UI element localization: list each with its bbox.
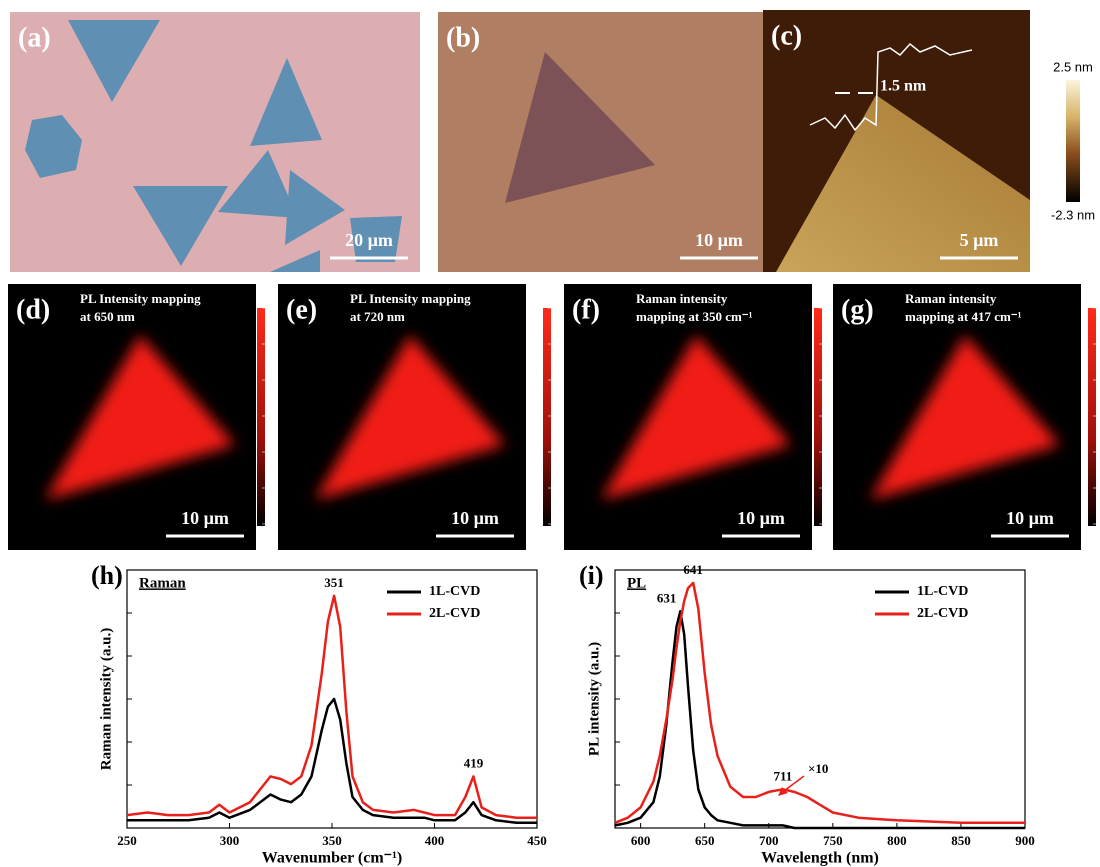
legend-label: 1L-CVD <box>429 584 480 599</box>
panel-caption: at 650 nm <box>80 309 135 324</box>
panel-label: (b) <box>446 22 480 53</box>
x-tick-label: 450 <box>527 833 547 848</box>
y-axis-label: Raman intensity (a.u.) <box>98 628 114 771</box>
colorbar <box>257 308 265 526</box>
colorbar <box>814 308 822 526</box>
x-tick-label: 650 <box>695 833 715 848</box>
legend-label: 2L-CVD <box>429 606 480 621</box>
scale-bar-label: 10 µm <box>181 508 229 528</box>
scale-bar-label: 20 µm <box>345 230 393 250</box>
panel-caption: Raman intensity <box>905 291 997 306</box>
annotation: ×10 <box>808 761 828 776</box>
panel-label: (c) <box>771 20 802 51</box>
chart-title: Raman <box>139 575 186 591</box>
chart-title: PL <box>627 575 646 591</box>
step-height: 1.5 nm <box>880 78 927 95</box>
x-tick-label: 600 <box>631 833 651 848</box>
x-tick-label: 400 <box>425 833 445 848</box>
colorbar <box>1088 308 1096 526</box>
x-tick-label: 700 <box>759 833 779 848</box>
legend-label: 2L-CVD <box>917 606 968 621</box>
panel-caption: mapping at 350 cm⁻¹ <box>636 309 753 324</box>
panel-label: (d) <box>16 294 50 325</box>
scale-bar-label: 10 µm <box>737 508 785 528</box>
legend-label: 1L-CVD <box>917 584 968 599</box>
panel-label: (f) <box>572 294 600 325</box>
panel-c-image <box>763 10 1080 272</box>
panel-caption: at 720 nm <box>350 309 405 324</box>
peak-label: 641 <box>683 562 703 577</box>
y-axis-label: PL intensity (a.u.) <box>586 642 602 756</box>
peak-label: 631 <box>657 590 677 605</box>
figure: (a) 20 µm (b) 10 µm (c) 5 µm 1.5 nm 2.5 nm -2.3 … <box>0 0 1100 867</box>
scale-bar-label: 10 µm <box>1006 508 1054 528</box>
x-tick-label: 850 <box>951 833 971 848</box>
panel-label: (i) <box>579 561 604 590</box>
panel-label: (a) <box>18 22 51 53</box>
colorbar <box>543 308 551 526</box>
x-tick-label: 250 <box>117 833 137 848</box>
x-tick-label: 350 <box>322 833 342 848</box>
scale-bar-label: 10 µm <box>451 508 499 528</box>
x-tick-label: 900 <box>1015 833 1035 848</box>
panel-label: (h) <box>91 561 123 590</box>
panel-label: (e) <box>286 294 317 325</box>
colorbar-label: 2.5 nm <box>1053 59 1093 74</box>
panel-caption: mapping at 417 cm⁻¹ <box>905 309 1022 324</box>
peak-label: 351 <box>324 575 344 590</box>
x-axis-label: Wavenumber (cm⁻¹) <box>262 850 402 867</box>
panel-caption: Raman intensity <box>636 291 728 306</box>
x-tick-label: 300 <box>220 833 240 848</box>
x-tick-label: 750 <box>823 833 843 848</box>
colorbar-label: -2.3 nm <box>1051 207 1095 222</box>
peak-label: 711 <box>773 768 792 783</box>
x-tick-label: 800 <box>887 833 907 848</box>
x-axis-label: Wavelength (nm) <box>761 850 879 867</box>
panel-caption: PL Intensity mapping <box>350 291 471 306</box>
peak-label: 419 <box>464 755 484 770</box>
series-line <box>127 596 537 818</box>
scale-bar-label: 10 µm <box>695 230 743 250</box>
panel-caption: PL Intensity mapping <box>80 291 201 306</box>
panel-label: (g) <box>841 294 874 325</box>
scale-bar-label: 5 µm <box>960 230 999 250</box>
